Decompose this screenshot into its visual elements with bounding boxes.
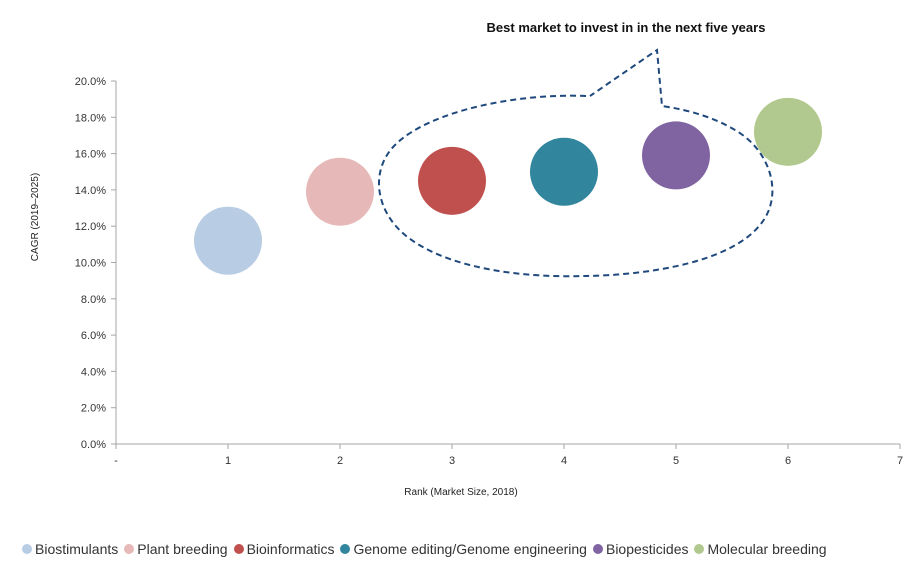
legend: Biostimulants Plant breeding Bioinformatic… bbox=[22, 538, 912, 560]
y-tick-label: 18.0% bbox=[75, 112, 106, 124]
legend-swatch bbox=[340, 544, 351, 554]
y-tick-label: 14.0% bbox=[75, 185, 106, 197]
legend-label: Molecular breeding bbox=[707, 541, 827, 557]
legend-item-biopesticides: Biopesticides bbox=[592, 541, 689, 557]
y-tick-label: 0.0% bbox=[81, 439, 106, 451]
y-tick-label: 4.0% bbox=[81, 366, 106, 378]
legend-item-bioinformatics: Bioinformatics bbox=[233, 541, 335, 557]
x-tick-label: 1 bbox=[225, 455, 231, 467]
legend-item-plant-breeding: Plant breeding bbox=[124, 541, 228, 557]
annotation-text: Best market to invest in in the next fiv… bbox=[487, 20, 766, 35]
legend-label: Biopesticides bbox=[605, 541, 689, 557]
legend-label: Genome editing/Genome engineering bbox=[353, 541, 587, 557]
callout: Best market to invest in in the next fiv… bbox=[378, 20, 774, 278]
legend-swatch bbox=[233, 544, 244, 554]
y-tick-label: 16.0% bbox=[75, 149, 106, 161]
x-tick-label: 2 bbox=[337, 455, 343, 467]
legend-item-molecular-breeding: Molecular breeding bbox=[694, 541, 827, 557]
bubble-biostimulants bbox=[194, 206, 262, 275]
legend-label: Bioinformatics bbox=[246, 541, 335, 557]
y-tick-label: 6.0% bbox=[81, 330, 106, 342]
axes: 0.0% 2.0% 4.0% 6.0% 8.0% 10.0% 12.0% 14.0% 16.0%… bbox=[75, 76, 903, 467]
legend-swatch bbox=[694, 544, 705, 554]
legend-label: Plant breeding bbox=[137, 541, 228, 557]
x-tick-label: - bbox=[114, 455, 118, 467]
y-tick-label: 10.0% bbox=[75, 258, 106, 270]
bubble-genome-editing-genome-engineering bbox=[530, 137, 598, 206]
y-tick-label: 20.0% bbox=[75, 76, 106, 88]
x-axis-title: Rank (Market Size, 2018) bbox=[404, 487, 517, 498]
bubble-plant-breeding bbox=[306, 157, 374, 226]
x-tick-label: 7 bbox=[897, 455, 903, 467]
x-tick-label: 5 bbox=[673, 455, 679, 467]
y-axis-title: CAGR (2019–2025) bbox=[30, 173, 41, 261]
x-tick-label: 6 bbox=[785, 455, 791, 467]
y-tick-label: 8.0% bbox=[81, 294, 106, 306]
legend-swatch bbox=[124, 544, 135, 554]
legend-swatch bbox=[592, 544, 603, 554]
bubble-biopesticides bbox=[642, 121, 710, 190]
callout-dashed-ellipse bbox=[378, 48, 774, 278]
legend-swatch bbox=[22, 544, 32, 554]
y-tick-label: 2.0% bbox=[81, 403, 106, 415]
legend-label: Biostimulants bbox=[35, 541, 119, 557]
bubbles bbox=[194, 97, 822, 275]
bubble-bioinformatics bbox=[418, 146, 486, 215]
legend-item-genome-editing-genome-engineering: Genome editing/Genome engineering bbox=[340, 541, 587, 557]
y-tick-label: 12.0% bbox=[75, 221, 106, 233]
x-tick-label: 4 bbox=[561, 455, 567, 467]
x-tick-label: 3 bbox=[449, 455, 455, 467]
bubble-molecular-breeding bbox=[754, 97, 822, 166]
legend-item-biostimulants: Biostimulants bbox=[22, 541, 118, 557]
